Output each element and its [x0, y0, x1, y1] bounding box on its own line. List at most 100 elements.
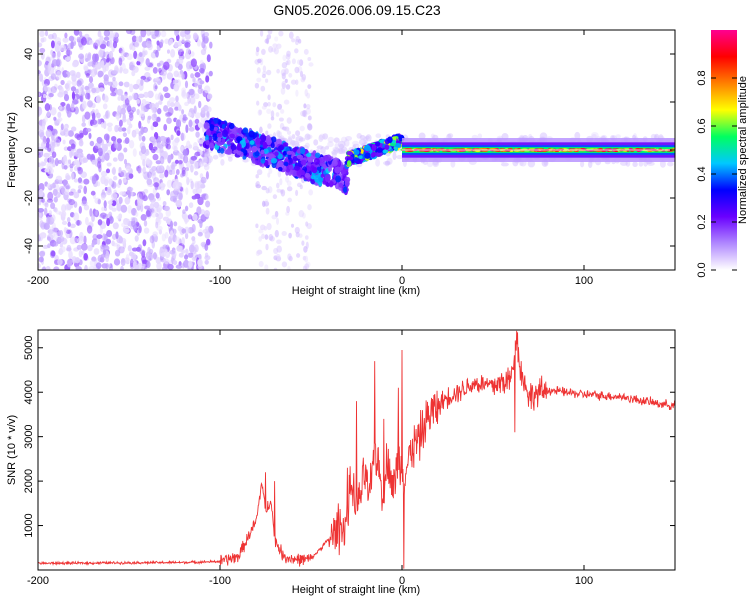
noise-speckle [149, 197, 156, 203]
noise-speckle [50, 202, 56, 210]
noise-speckle [60, 80, 65, 86]
noise-speckle [73, 159, 80, 166]
noise-speckle [50, 40, 55, 49]
noise-speckle [178, 191, 183, 201]
noise-speckle [43, 83, 49, 92]
noise-speckle [188, 119, 193, 128]
noise-speckle [61, 204, 67, 213]
noise-speckle [174, 106, 180, 111]
noise-speckle [70, 143, 76, 150]
noise-speckle [152, 252, 157, 260]
noise-speckle [96, 234, 103, 239]
noise-speckle [118, 57, 123, 66]
noise-speckle [145, 210, 151, 218]
noise-speckle [50, 250, 56, 257]
noise-speckle [111, 192, 118, 200]
noise-speckle [190, 51, 195, 57]
noise-speckle [139, 108, 146, 118]
noise-speckle [147, 115, 152, 120]
noise-speckle [295, 231, 300, 238]
noise-speckle [295, 35, 300, 43]
noise-speckle [100, 244, 106, 250]
noise-speckle [145, 158, 151, 165]
noise-speckle [106, 218, 111, 227]
noise-speckle [162, 200, 167, 207]
noise-speckle [275, 254, 281, 260]
signal-blob [259, 140, 264, 145]
noise-speckle [281, 62, 288, 69]
band-haze [304, 142, 310, 148]
noise-speckle [118, 126, 123, 133]
noise-speckle [264, 199, 269, 205]
noise-speckle [108, 178, 113, 186]
noise-speckle [129, 113, 134, 122]
signal-blob [334, 166, 341, 174]
noise-speckle [39, 30, 45, 38]
noise-speckle [57, 111, 62, 118]
noise-speckle [275, 217, 280, 225]
noise-speckle [129, 258, 134, 268]
noise-speckle [64, 188, 70, 196]
noise-speckle [205, 171, 209, 180]
noise-speckle [120, 50, 126, 57]
signal-blob [270, 142, 275, 149]
noise-speckle [59, 243, 64, 248]
noise-speckle [47, 147, 51, 152]
signal-blob [346, 151, 353, 156]
noise-speckle [197, 160, 205, 165]
noise-speckle [146, 30, 151, 37]
noise-speckle [276, 245, 282, 253]
noise-speckle [197, 87, 203, 95]
noise-speckle [80, 171, 87, 178]
noise-speckle [164, 231, 169, 239]
noise-speckle [184, 30, 191, 35]
noise-speckle [149, 31, 156, 36]
noise-speckle [60, 123, 64, 131]
noise-speckle [284, 68, 289, 75]
noise-speckle [140, 213, 147, 221]
noise-speckle [176, 130, 181, 136]
noise-speckle [106, 186, 112, 193]
signal-blob [282, 151, 287, 156]
noise-speckle [100, 122, 105, 128]
noise-speckle [45, 129, 52, 138]
noise-speckle [116, 138, 122, 144]
noise-speckle [48, 226, 55, 232]
colorbar-tick-label: 0.4 [696, 166, 708, 181]
noise-speckle [67, 130, 74, 137]
noise-speckle [106, 122, 113, 127]
noise-speckle [93, 248, 100, 255]
noise-speckle [116, 88, 124, 96]
noise-speckle [301, 240, 305, 246]
signal-blob [274, 151, 279, 157]
signal-blob [314, 152, 321, 158]
noise-speckle [108, 203, 114, 210]
noise-speckle [101, 194, 106, 200]
noise-speckle [76, 80, 82, 87]
noise-speckle [159, 146, 164, 154]
noise-speckle [199, 68, 205, 74]
signal-blob [395, 143, 402, 148]
noise-speckle [101, 206, 105, 212]
noise-speckle [103, 36, 110, 41]
noise-speckle [266, 34, 272, 40]
noise-speckle [279, 178, 283, 186]
noise-speckle [187, 214, 193, 220]
noise-speckle [150, 136, 156, 142]
noise-speckle [102, 249, 107, 256]
signal-blob [231, 128, 237, 133]
noise-speckle [147, 171, 152, 179]
colorbar-ticks: 0.0 0.2 0.4 0.6 0.8 [696, 70, 737, 278]
noise-speckle [38, 263, 41, 269]
noise-speckle [44, 115, 48, 123]
noise-speckle [304, 89, 308, 97]
signal-blob [322, 155, 328, 162]
noise-speckle [38, 107, 43, 116]
noise-speckle [85, 216, 89, 226]
noise-speckle [266, 222, 272, 231]
noise-speckle [165, 138, 170, 144]
noise-speckle [78, 206, 82, 214]
noise-speckle [80, 37, 87, 46]
noise-speckle [167, 263, 174, 270]
noise-speckle [121, 127, 127, 132]
